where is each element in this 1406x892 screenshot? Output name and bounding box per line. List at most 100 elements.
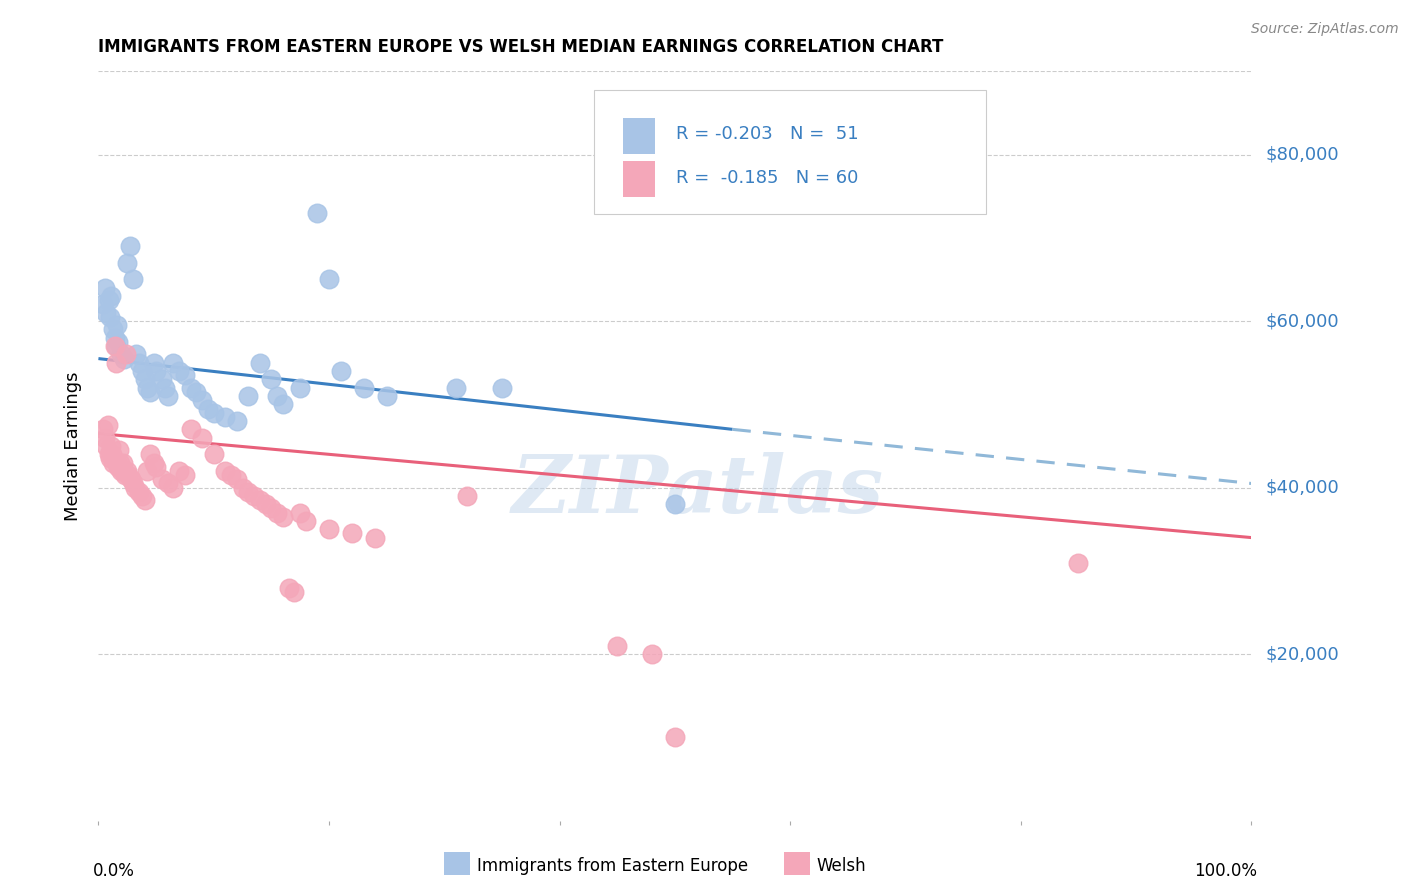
Point [271,509,294,524]
Point [266,389,288,403]
Point [94,281,117,295]
Point [110,456,132,470]
Point [112,351,135,366]
Point [174,468,197,483]
Point [174,368,197,383]
Point [162,481,184,495]
Point [120,472,142,486]
Point [105,318,128,333]
FancyBboxPatch shape [444,852,470,874]
Point [214,464,236,478]
Text: 0.0%: 0.0% [93,862,135,880]
Point [131,489,153,503]
Point [91,297,114,311]
Point [290,381,312,395]
Point [94,431,117,445]
Point [254,497,277,511]
Point [100,289,122,303]
Point [180,381,202,395]
Point [97,418,120,433]
Point [108,443,131,458]
Point [117,468,139,483]
Point [375,389,398,403]
Point [105,456,128,470]
Point [131,364,153,378]
Point [202,406,225,420]
Text: Welsh: Welsh [817,856,866,874]
Point [100,439,122,453]
Point [110,347,132,361]
Point [266,506,288,520]
Point [225,414,247,428]
Point [122,272,145,286]
Text: $80,000: $80,000 [1265,145,1339,163]
Point [180,422,202,436]
Point [104,356,127,370]
Point [145,364,167,378]
Point [156,389,179,403]
Point [318,272,340,286]
Point [124,481,146,495]
Point [197,401,219,416]
Point [150,372,173,386]
Point [243,489,266,503]
Point [134,493,156,508]
Point [155,381,177,395]
FancyBboxPatch shape [623,118,655,153]
Point [145,459,167,474]
Point [283,584,305,599]
Point [260,372,283,386]
Text: 100.0%: 100.0% [1194,862,1257,880]
Text: Immigrants from Eastern Europe: Immigrants from Eastern Europe [477,856,748,874]
Point [103,331,125,345]
Point [107,334,129,349]
Point [118,239,141,253]
Point [139,447,162,461]
Point [125,347,148,361]
Point [277,581,299,595]
Point [135,464,157,478]
Point [1067,556,1090,570]
Point [112,464,135,478]
Point [150,472,173,486]
Point [271,397,294,411]
Point [122,476,145,491]
Point [214,409,236,424]
Text: IMMIGRANTS FROM EASTERN EUROPE VS WELSH MEDIAN EARNINGS CORRELATION CHART: IMMIGRANTS FROM EASTERN EUROPE VS WELSH … [98,38,943,56]
Point [219,468,242,483]
Point [96,306,118,320]
Point [104,339,127,353]
Point [186,384,208,399]
Point [97,447,120,461]
Point [249,493,271,508]
Text: Source: ZipAtlas.com: Source: ZipAtlas.com [1251,22,1399,37]
Point [167,364,190,378]
Point [135,381,157,395]
Point [225,472,247,486]
Point [353,381,375,395]
Point [98,451,121,466]
Point [101,447,124,461]
Point [103,339,125,353]
Point [128,484,150,499]
Point [664,497,686,511]
Text: R = -0.203   N =  51: R = -0.203 N = 51 [676,125,859,143]
Point [238,389,260,403]
Point [117,256,138,270]
Point [156,476,179,491]
Point [307,206,329,220]
Point [96,439,118,453]
Point [142,456,165,470]
Point [191,393,214,408]
FancyBboxPatch shape [785,852,810,874]
Point [491,381,513,395]
Y-axis label: Median Earnings: Median Earnings [65,371,83,521]
Point [295,514,318,528]
Point [444,381,467,395]
Point [260,501,283,516]
Point [456,489,478,503]
Point [340,526,363,541]
FancyBboxPatch shape [623,161,655,197]
Text: ZIPatlas: ZIPatlas [512,452,884,530]
Point [107,459,129,474]
